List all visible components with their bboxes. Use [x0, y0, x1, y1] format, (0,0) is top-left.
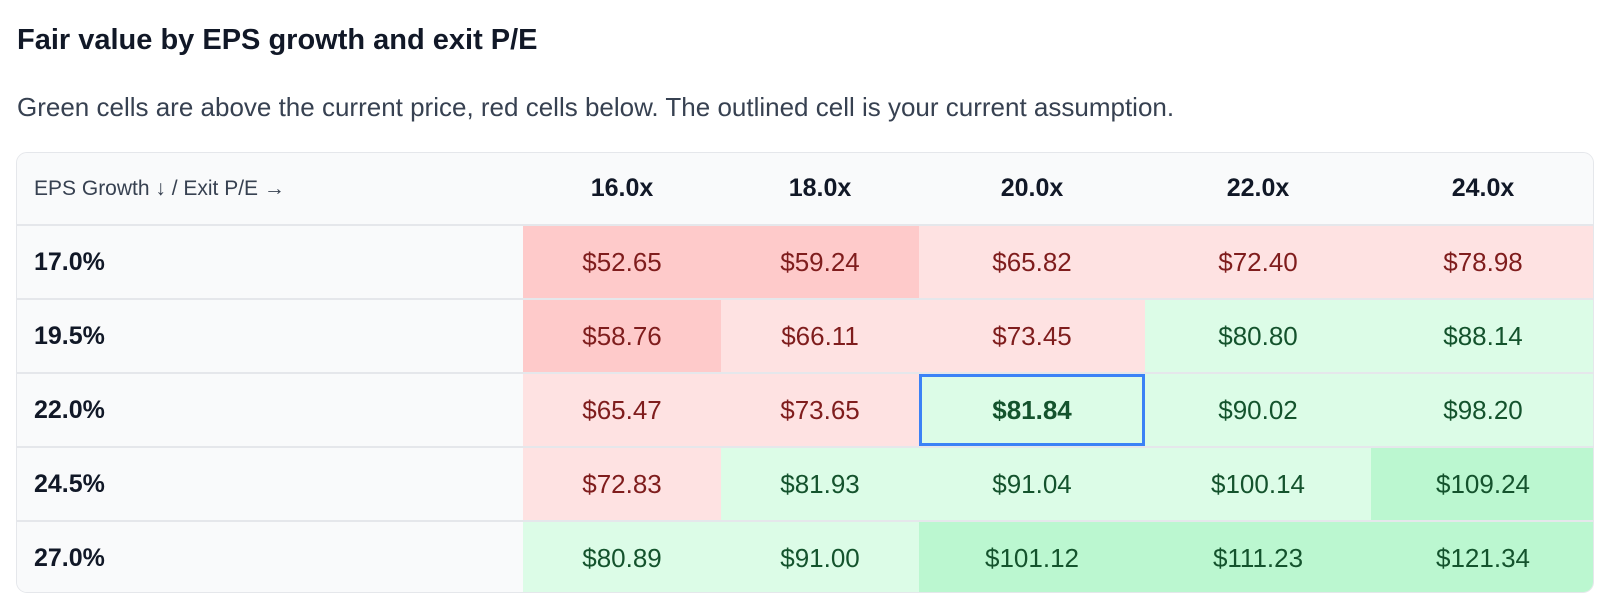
sensitivity-table: EPS Growth ↓ / Exit P/E → 16.0x 18.0x 20… [17, 153, 1593, 592]
value-cell: $78.98 [1371, 225, 1593, 300]
column-header-pe: 22.0x [1145, 153, 1371, 226]
value-cell: $81.93 [721, 447, 919, 522]
sensitivity-table-container: EPS Growth ↓ / Exit P/E → 16.0x 18.0x 20… [16, 152, 1594, 593]
column-header-pe: 20.0x [919, 153, 1145, 226]
table-row: 27.0% $80.89 $91.00 $101.12 $111.23 $121… [17, 521, 1593, 592]
value-cell: $58.76 [523, 299, 721, 374]
value-cell: $72.83 [523, 447, 721, 522]
table-row: 24.5% $72.83 $81.93 $91.04 $100.14 $109.… [17, 447, 1593, 522]
row-header-growth: 17.0% [17, 225, 523, 300]
page-title: Fair value by EPS growth and exit P/E [17, 24, 538, 56]
column-header-pe: 24.0x [1371, 153, 1593, 226]
table-row: 19.5% $58.76 $66.11 $73.45 $80.80 $88.14 [17, 299, 1593, 374]
current-assumption-cell: $81.84 [919, 373, 1145, 448]
value-cell: $65.47 [523, 373, 721, 448]
row-header-growth: 24.5% [17, 447, 523, 522]
value-cell: $98.20 [1371, 373, 1593, 448]
value-cell: $59.24 [721, 225, 919, 300]
value-cell: $91.04 [919, 447, 1145, 522]
value-cell: $80.80 [1145, 299, 1371, 374]
value-cell: $111.23 [1145, 521, 1371, 592]
value-cell: $52.65 [523, 225, 721, 300]
row-header-growth: 27.0% [17, 521, 523, 592]
row-header-growth: 22.0% [17, 373, 523, 448]
value-cell: $72.40 [1145, 225, 1371, 300]
value-cell: $101.12 [919, 521, 1145, 592]
value-cell: $121.34 [1371, 521, 1593, 592]
table-row: 22.0% $65.47 $73.65 $81.84 $90.02 $98.20 [17, 373, 1593, 448]
value-cell: $73.45 [919, 299, 1145, 374]
value-cell: $100.14 [1145, 447, 1371, 522]
table-header-row: EPS Growth ↓ / Exit P/E → 16.0x 18.0x 20… [17, 153, 1593, 226]
value-cell: $90.02 [1145, 373, 1371, 448]
value-cell: $91.00 [721, 521, 919, 592]
value-cell: $88.14 [1371, 299, 1593, 374]
value-cell: $65.82 [919, 225, 1145, 300]
table-row: 17.0% $52.65 $59.24 $65.82 $72.40 $78.98 [17, 225, 1593, 300]
row-header-growth: 19.5% [17, 299, 523, 374]
value-cell: $80.89 [523, 521, 721, 592]
column-header-pe: 16.0x [523, 153, 721, 226]
value-cell: $109.24 [1371, 447, 1593, 522]
column-header-pe: 18.0x [721, 153, 919, 226]
corner-label: EPS Growth ↓ / Exit P/E → [17, 153, 523, 226]
value-cell: $66.11 [721, 299, 919, 374]
value-cell: $73.65 [721, 373, 919, 448]
page-subtitle: Green cells are above the current price,… [17, 92, 1175, 122]
